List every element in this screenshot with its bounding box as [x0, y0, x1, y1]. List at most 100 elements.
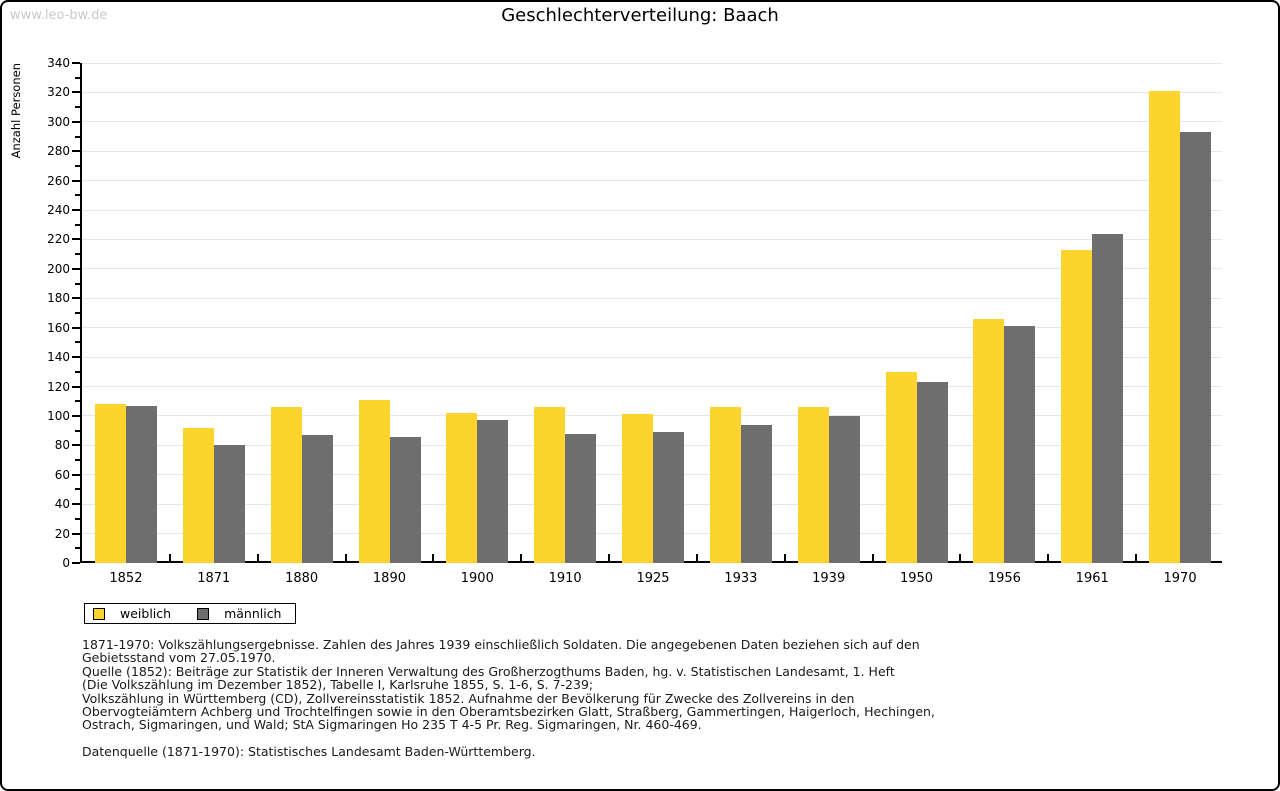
footnote-line-3: Quelle (1852): Beiträge zur Statistik de…: [82, 663, 895, 679]
y-tick-minor-330: [75, 76, 80, 79]
y-tick-label-20: 20: [54, 526, 70, 541]
bar-weiblich-1950: [885, 371, 917, 563]
footnotes: 1871-1970: Volkszählungsergebnisse. Zahl…: [82, 638, 1202, 759]
datasource-line: Datenquelle (1871-1970): Statistisches L…: [82, 743, 536, 759]
y-tick-major-320: [72, 91, 80, 94]
legend-item-männlich: männlich: [197, 606, 281, 621]
bar-männlich-1939: [828, 415, 860, 563]
y-tick-major-280: [72, 150, 80, 153]
y-tick-label-220: 220: [47, 232, 70, 247]
y-tick-minor-10: [75, 547, 80, 550]
gridline-300: [82, 121, 1222, 123]
x-boundary-tick-11: [1047, 554, 1050, 563]
y-tick-minor-70: [75, 459, 80, 462]
y-tick-major-20: [72, 532, 80, 535]
bar-männlich-1890: [389, 436, 421, 563]
x-tick-label-1880: 1880: [285, 571, 319, 586]
x-boundary-tick-1: [168, 554, 171, 563]
y-tick-label-40: 40: [54, 497, 70, 512]
x-boundary-tick-10: [959, 554, 962, 563]
site-watermark: www.leo-bw.de: [10, 8, 108, 23]
y-tick-label-80: 80: [54, 438, 70, 453]
x-tick-label-1950: 1950: [899, 571, 934, 586]
x-tick-label-1956: 1956: [987, 571, 1021, 586]
y-tick-label-180: 180: [47, 291, 70, 306]
bar-männlich-1961: [1092, 233, 1124, 563]
y-tick-major-300: [72, 120, 80, 123]
bar-weiblich-1939: [797, 407, 829, 563]
y-tick-major-180: [72, 297, 80, 300]
gridline-160: [82, 327, 1222, 329]
y-tick-minor-270: [75, 164, 80, 167]
x-boundary-tick-5: [520, 554, 523, 563]
x-boundary-tick-2: [256, 554, 259, 563]
y-tick-major-40: [72, 503, 80, 506]
y-tick-label-100: 100: [47, 408, 70, 423]
y-tick-minor-90: [75, 429, 80, 432]
footnote-line-2: Gebietsstand vom 27.05.1970.: [82, 650, 276, 666]
gridline-260: [82, 180, 1222, 182]
y-tick-major-240: [72, 209, 80, 212]
y-tick-label-340: 340: [47, 56, 70, 70]
bar-männlich-1900: [477, 420, 509, 563]
bar-männlich-1950: [916, 382, 948, 563]
y-tick-minor-310: [75, 106, 80, 109]
bar-männlich-1933: [740, 424, 772, 563]
y-tick-major-160: [72, 326, 80, 329]
y-tick-major-80: [72, 444, 80, 447]
x-boundary-tick-12: [1135, 554, 1138, 563]
y-tick-major-260: [72, 179, 80, 182]
legend-swatch-weiblich: [93, 607, 105, 620]
bar-männlich-1910: [565, 433, 597, 563]
y-tick-label-300: 300: [47, 114, 70, 129]
legend-label-weiblich: weiblich: [120, 606, 172, 621]
bar-weiblich-1910: [534, 407, 566, 563]
footnote-text: 1871-1970: Volkszählungsergebnisse. Zahl…: [82, 638, 1202, 732]
y-tick-label-260: 260: [47, 173, 70, 188]
bar-männlich-1970: [1180, 132, 1212, 563]
x-boundary-tick-4: [432, 554, 435, 563]
bar-weiblich-1890: [358, 399, 390, 563]
gridline-220: [82, 238, 1222, 240]
legend-swatch-männlich: [197, 607, 210, 620]
bar-weiblich-1900: [446, 413, 478, 563]
bar-männlich-1880: [301, 435, 333, 563]
footnote-line-1: 1871-1970: Volkszählungsergebnisse. Zahl…: [82, 637, 920, 652]
bar-weiblich-1925: [622, 414, 654, 563]
bar-weiblich-1961: [1061, 249, 1093, 563]
x-tick-label-1961: 1961: [1075, 571, 1109, 586]
footnote-line-6: Obervogteiämtern Achberg und Trochtelfin…: [82, 704, 935, 720]
x-tick-label-1933: 1933: [724, 571, 758, 586]
bar-weiblich-1880: [270, 407, 302, 563]
y-tick-major-120: [72, 385, 80, 388]
x-tick-label-1871: 1871: [197, 571, 231, 586]
x-tick-label-1925: 1925: [636, 571, 670, 586]
y-tick-minor-250: [75, 194, 80, 197]
gridline-200: [82, 268, 1222, 270]
bar-männlich-1925: [653, 432, 685, 563]
y-tick-minor-30: [75, 517, 80, 520]
footnote-line-5: Volkszählung in Württemberg (CD), Zollve…: [82, 690, 855, 706]
x-tick-label-1900: 1900: [460, 571, 494, 586]
x-tick-label-1939: 1939: [812, 571, 846, 586]
x-tick-label-1890: 1890: [372, 571, 406, 586]
y-tick-minor-150: [75, 341, 80, 344]
bar-männlich-1852: [126, 405, 157, 563]
legend-item-weiblich: weiblich: [93, 606, 171, 621]
gridline-240: [82, 209, 1222, 211]
chart-title: Geschlechterverteilung: Baach: [501, 5, 779, 26]
plot-area: 0 20 40 60 80 100 120 140 160 180 200 220 240 260 280 3…: [47, 56, 1222, 586]
y-tick-label-240: 240: [47, 203, 70, 218]
x-tick-label-1910: 1910: [548, 571, 582, 586]
bar-männlich-1956: [1004, 326, 1036, 563]
bar-weiblich-1871: [182, 427, 214, 563]
gridline-340: [82, 62, 1222, 64]
x-boundary-tick-9: [871, 554, 874, 563]
bar-weiblich-1933: [709, 407, 741, 563]
y-tick-major-100: [72, 414, 80, 417]
legend-label-männlich: männlich: [224, 606, 282, 621]
y-tick-label-200: 200: [47, 261, 70, 276]
x-boundary-tick-7: [695, 554, 698, 563]
x-boundary-tick-8: [783, 554, 786, 563]
